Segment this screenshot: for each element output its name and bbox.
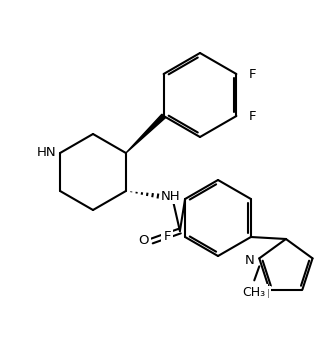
Polygon shape <box>126 114 165 153</box>
Text: CH₃: CH₃ <box>243 286 266 299</box>
Text: N: N <box>244 254 254 267</box>
Text: N: N <box>259 288 269 301</box>
Text: F: F <box>249 109 256 122</box>
Text: NH: NH <box>161 189 180 203</box>
Text: F: F <box>163 231 171 243</box>
Text: HN: HN <box>36 147 56 159</box>
Text: O: O <box>139 235 149 248</box>
Text: F: F <box>249 68 256 81</box>
